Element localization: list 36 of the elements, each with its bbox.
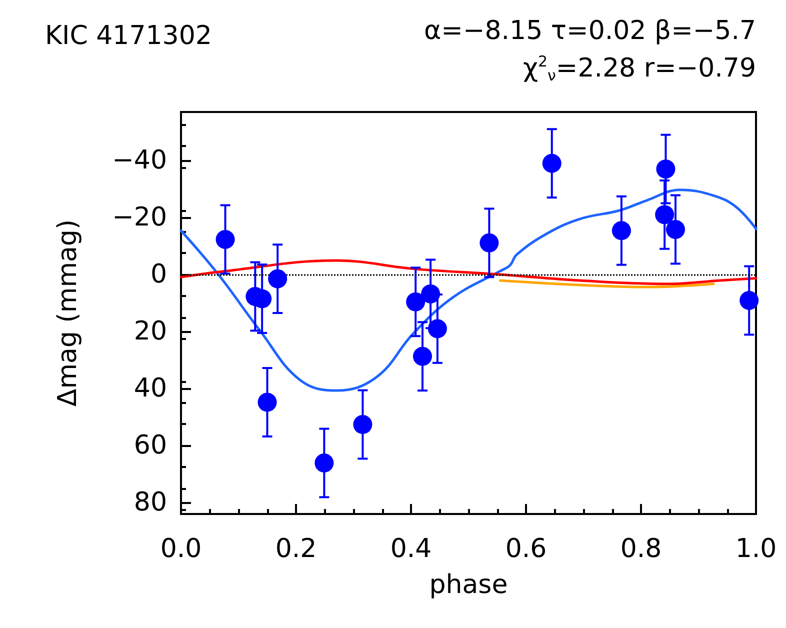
point	[480, 233, 499, 252]
point	[428, 319, 447, 338]
point	[353, 414, 372, 434]
y-tick-label: 60	[134, 430, 167, 461]
point	[421, 284, 440, 304]
point	[740, 290, 759, 310]
x-tick-label: 0.6	[505, 534, 547, 564]
x-tick-label: 0.0	[160, 534, 202, 564]
text: α=−8.15 τ=0.02 β=−5.7	[424, 16, 756, 46]
point	[268, 269, 288, 288]
x-tick-label: 0.2	[275, 534, 317, 564]
y-tick-label: 0	[150, 260, 167, 290]
point	[413, 346, 432, 366]
y-tick-label: 40	[134, 374, 167, 404]
point	[216, 230, 235, 249]
line-series	[180, 259, 758, 286]
point	[314, 453, 334, 472]
x-tick-label: 0.4	[390, 534, 432, 564]
point	[612, 221, 631, 240]
line-series	[498, 279, 715, 288]
y-axis-title: Δmag (mmag)	[53, 219, 83, 407]
x-tick-label: 0.8	[620, 534, 662, 564]
point	[656, 160, 676, 179]
point	[542, 154, 562, 173]
point	[258, 392, 277, 412]
y-tick-label: −20	[112, 202, 167, 232]
chart-title: KIC 4171302	[45, 21, 212, 51]
y-tick-label: 20	[134, 316, 167, 347]
point	[406, 292, 426, 312]
x-tick-label: 1.0	[735, 534, 777, 564]
point	[666, 220, 685, 239]
y-tick-label: 80	[134, 488, 167, 518]
y-tick-label: −40	[112, 145, 167, 176]
line-series	[180, 188, 758, 392]
point	[655, 205, 674, 224]
x-axis-title: phase	[429, 570, 508, 600]
